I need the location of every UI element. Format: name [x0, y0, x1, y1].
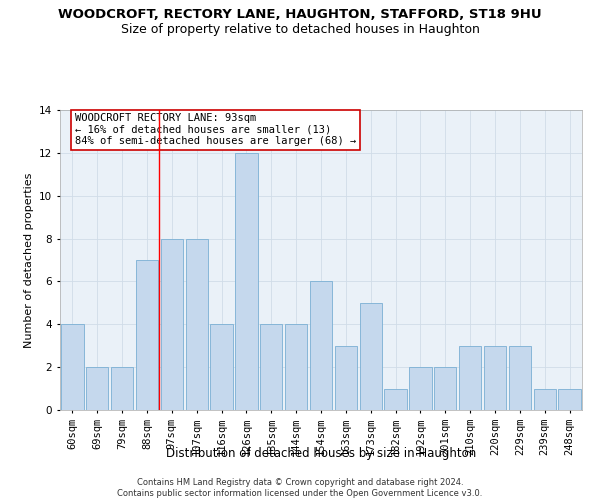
Bar [484, 346, 506, 410]
Bar [185, 238, 208, 410]
Bar [385, 388, 407, 410]
Bar [559, 388, 581, 410]
Bar [86, 367, 109, 410]
Bar [111, 367, 133, 410]
Bar [434, 367, 457, 410]
Bar [310, 282, 332, 410]
Bar [260, 324, 283, 410]
Text: Size of property relative to detached houses in Haughton: Size of property relative to detached ho… [121, 22, 479, 36]
Bar [509, 346, 531, 410]
Bar [136, 260, 158, 410]
Bar [161, 238, 183, 410]
Bar [533, 388, 556, 410]
Text: Contains HM Land Registry data © Crown copyright and database right 2024.
Contai: Contains HM Land Registry data © Crown c… [118, 478, 482, 498]
Bar [235, 153, 257, 410]
Bar [211, 324, 233, 410]
Text: WOODCROFT RECTORY LANE: 93sqm
← 16% of detached houses are smaller (13)
84% of s: WOODCROFT RECTORY LANE: 93sqm ← 16% of d… [75, 113, 356, 146]
Bar [335, 346, 357, 410]
Y-axis label: Number of detached properties: Number of detached properties [23, 172, 34, 348]
Bar [409, 367, 431, 410]
Bar [459, 346, 481, 410]
Bar [359, 303, 382, 410]
Text: Distribution of detached houses by size in Haughton: Distribution of detached houses by size … [166, 448, 476, 460]
Bar [61, 324, 83, 410]
Text: WOODCROFT, RECTORY LANE, HAUGHTON, STAFFORD, ST18 9HU: WOODCROFT, RECTORY LANE, HAUGHTON, STAFF… [58, 8, 542, 20]
Bar [285, 324, 307, 410]
